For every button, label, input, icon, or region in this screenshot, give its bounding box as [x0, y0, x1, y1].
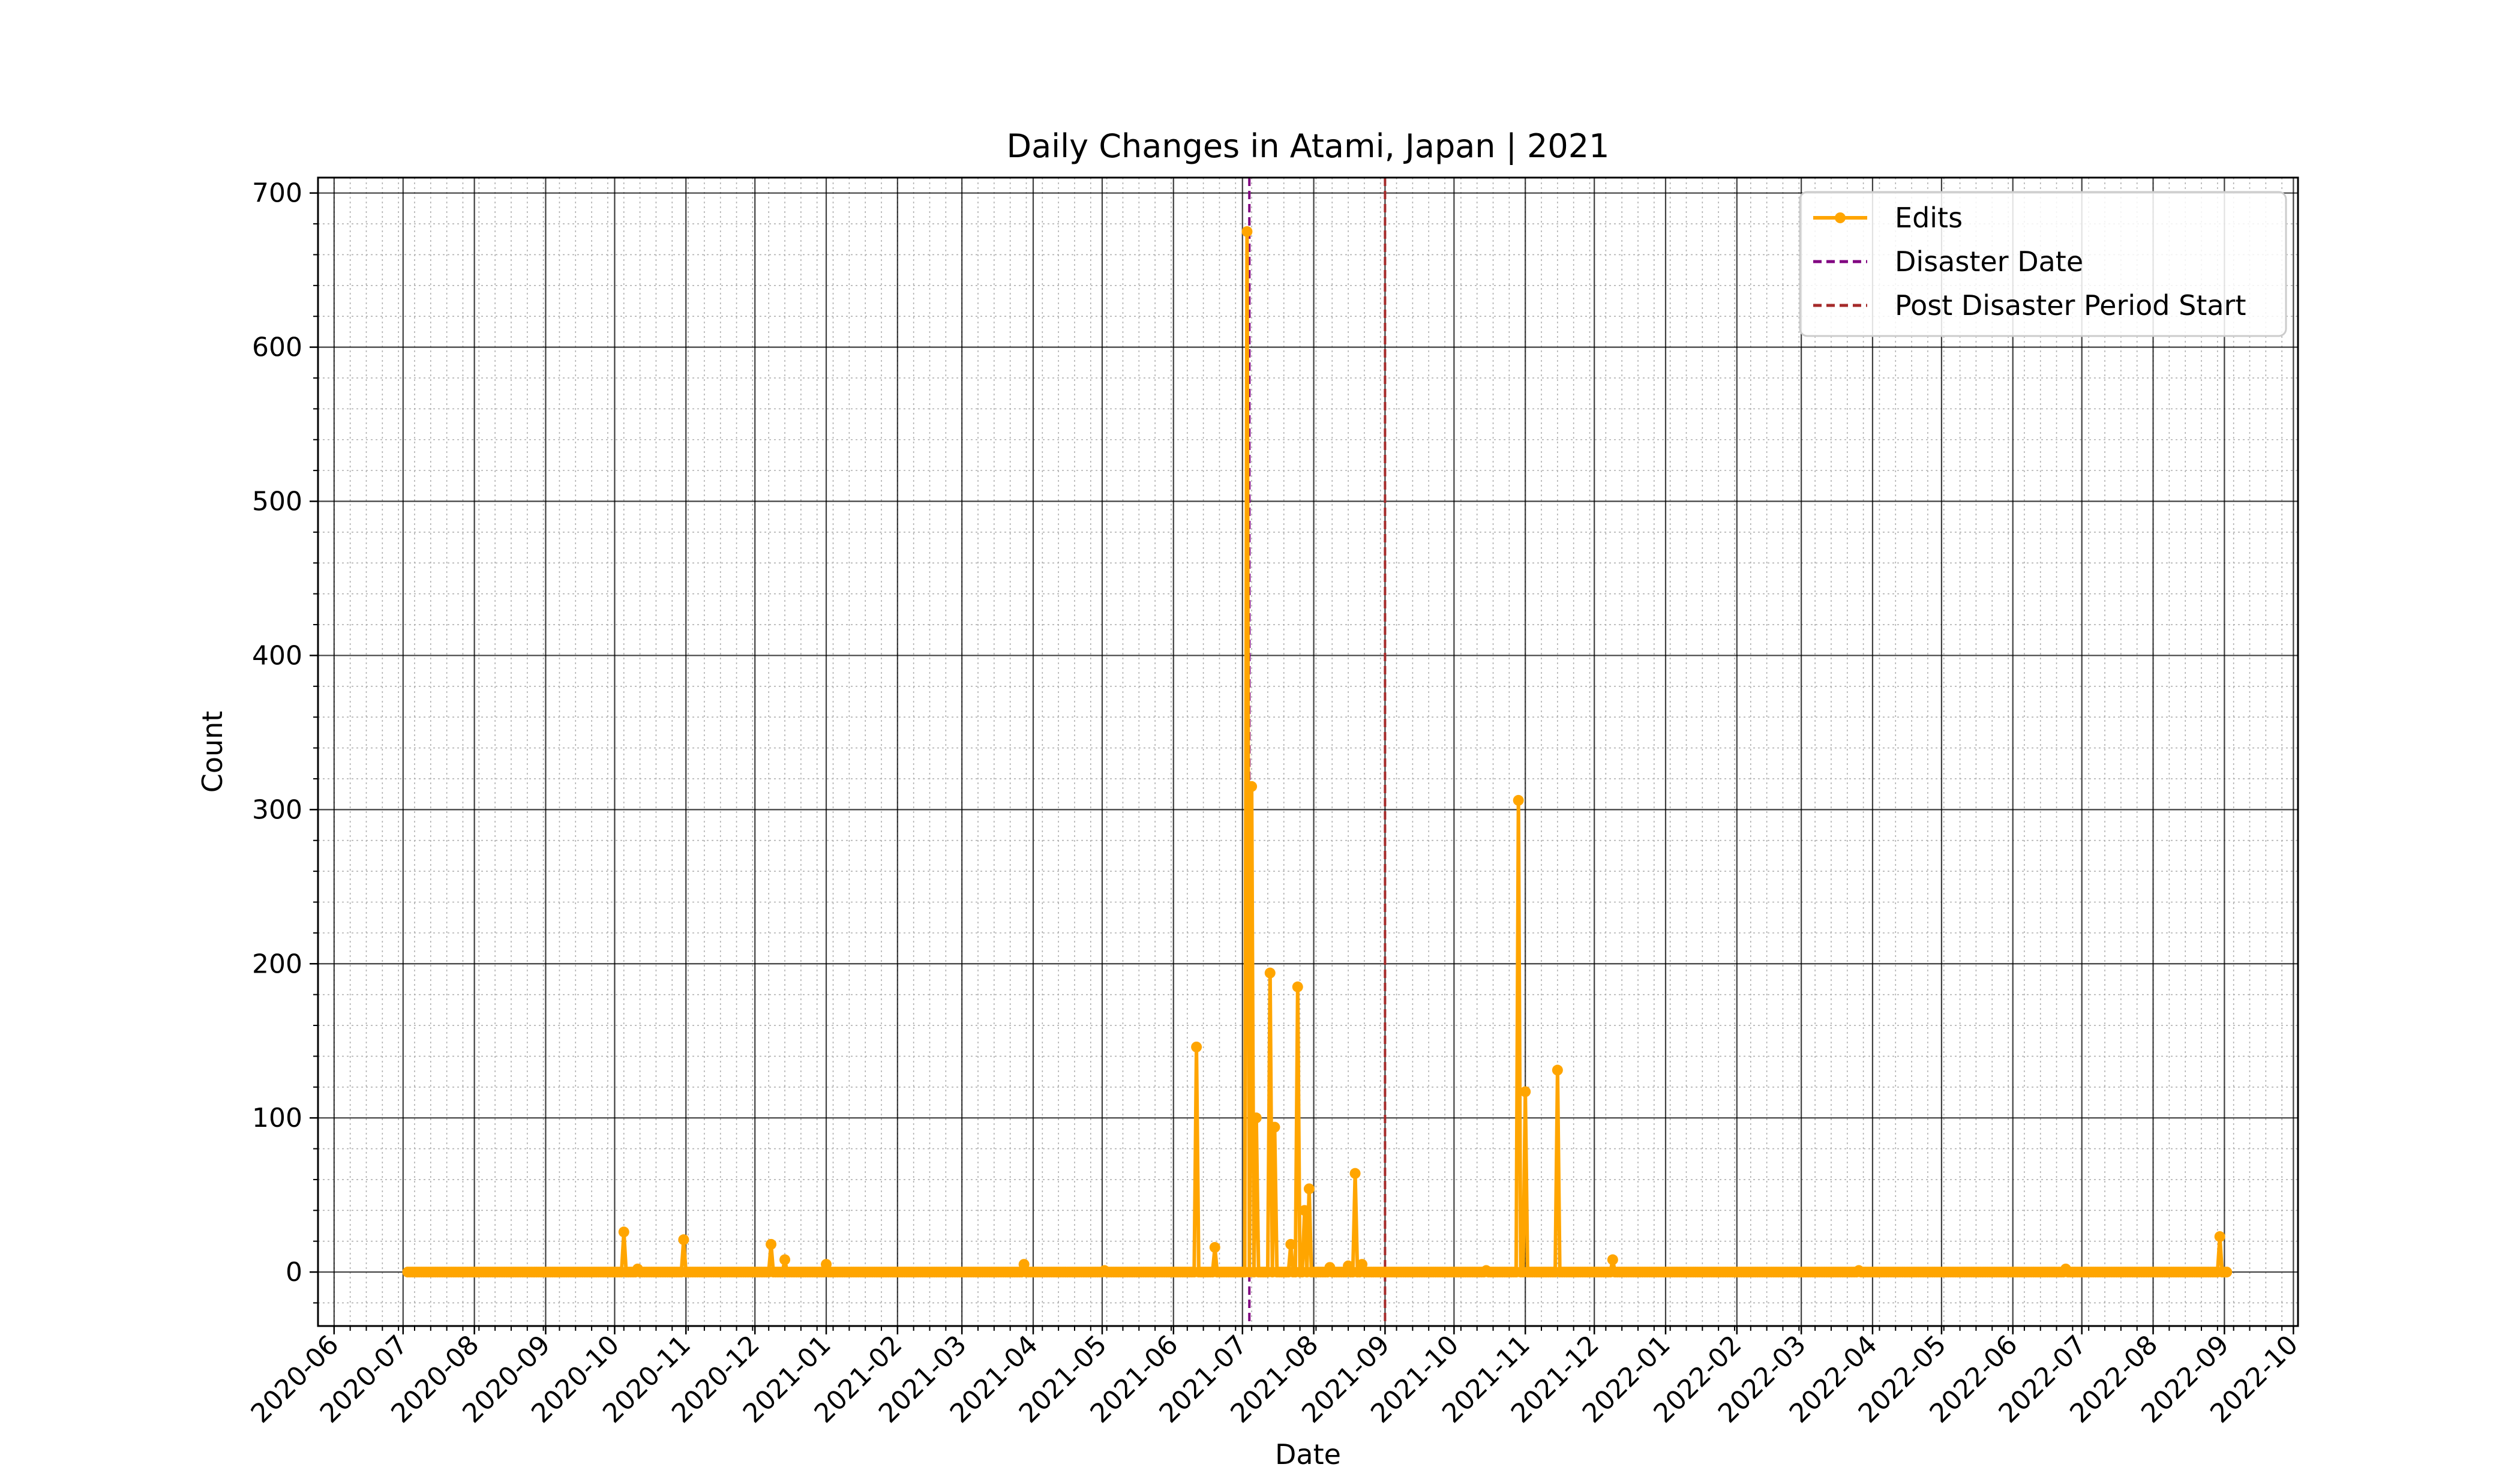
edits-point [1299, 1205, 1310, 1216]
grid-major [318, 178, 2298, 1326]
edits-point [1191, 1041, 1202, 1052]
edits-point [1520, 1086, 1531, 1097]
edits-point [1292, 981, 1303, 992]
edits-point [1324, 1262, 1336, 1273]
grid-minor [318, 178, 2298, 1326]
edits-point [1552, 1064, 1563, 1076]
edits-point [1357, 1259, 1368, 1270]
edits-point [779, 1254, 791, 1265]
edits-point [1018, 1259, 1030, 1270]
edits-point [1264, 967, 1276, 979]
edits-point [1246, 781, 1258, 792]
y-tick-label: 300 [252, 794, 302, 825]
edits-point [1343, 1260, 1354, 1271]
edits-point [821, 1259, 832, 1270]
edits-point [618, 1226, 629, 1238]
y-tick-label: 600 [252, 332, 302, 363]
edits-point [2214, 1231, 2225, 1242]
edits-point [678, 1234, 689, 1246]
legend-post-label: Post Disaster Period Start [1895, 289, 2246, 322]
legend: Edits Disaster Date Post Disaster Period… [1799, 191, 2287, 337]
edits-point [1303, 1183, 1315, 1195]
edits-point [632, 1263, 643, 1274]
y-tick-label: 100 [252, 1103, 302, 1133]
edits-point [1209, 1241, 1220, 1253]
edits-point [2060, 1263, 2071, 1274]
edits-point [1853, 1265, 1864, 1276]
edits-point [1241, 226, 1253, 237]
chart-title: Daily Changes in Atami, Japan | 2021 [1007, 127, 1610, 165]
edits-point [1513, 794, 1524, 806]
edits-point [1285, 1238, 1297, 1250]
y-tick-label: 400 [252, 640, 302, 671]
plot-frame [317, 176, 2299, 1327]
edits-point [1269, 1121, 1280, 1133]
y-tick-label: 500 [252, 487, 302, 517]
legend-edits-marker [1835, 212, 1846, 223]
y-tick-label: 700 [252, 178, 302, 209]
legend-edits-label: Edits [1895, 202, 1963, 234]
y-axis-label: Count [196, 711, 229, 793]
legend-disaster-label: Disaster Date [1895, 245, 2083, 278]
edits-point [1349, 1168, 1361, 1179]
edits-baseline-point [2221, 1267, 2233, 1278]
y-tick-label: 200 [252, 949, 302, 979]
legend-box [1799, 191, 2287, 337]
edits-point [1481, 1265, 1492, 1276]
edits-point [1607, 1254, 1618, 1265]
edits-point [1099, 1265, 1110, 1276]
edits-point [766, 1238, 777, 1250]
y-tick-label: 0 [286, 1257, 302, 1288]
edits-point [1250, 1112, 1262, 1124]
edits-series [402, 226, 2233, 1278]
x-axis-label: Date [1275, 1438, 1341, 1470]
y-axis-ticks: 0 100 200 300 400 500 600 700 [252, 178, 318, 1304]
